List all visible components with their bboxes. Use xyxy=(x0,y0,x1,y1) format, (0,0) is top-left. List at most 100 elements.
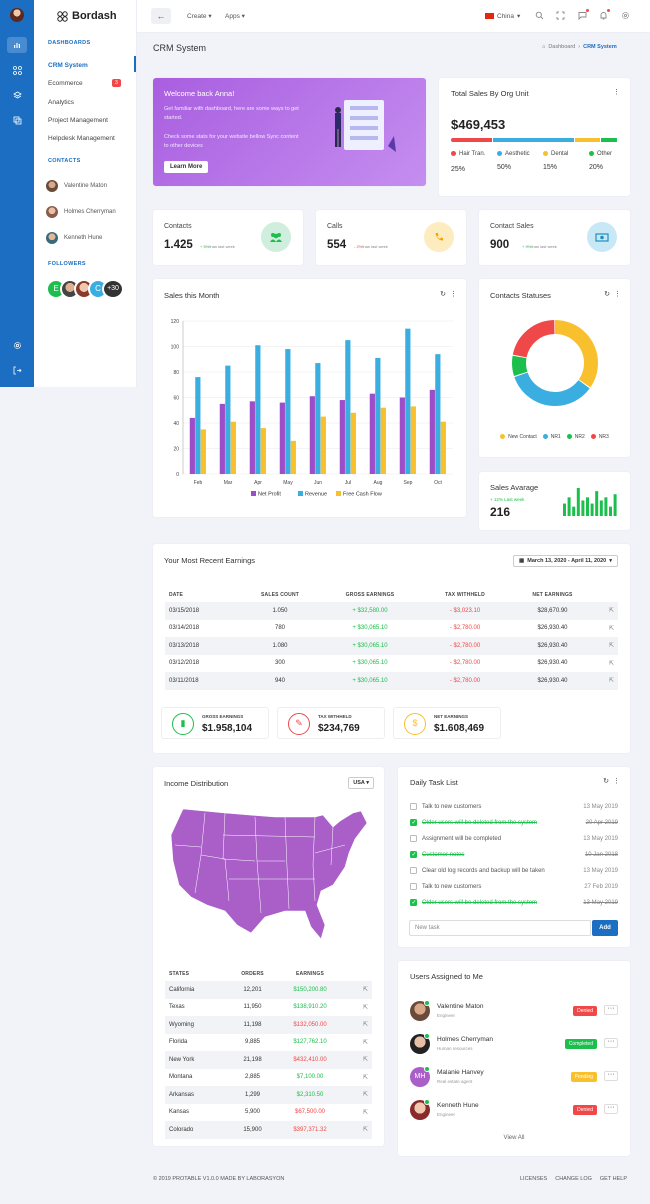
layers-icon[interactable] xyxy=(7,87,27,103)
external-link-icon[interactable]: ⇱ xyxy=(608,660,614,667)
sidebar-item-analytics[interactable]: Analytics xyxy=(48,99,75,106)
task-item[interactable]: Assignment will be completed 13 May 2019 xyxy=(410,831,618,847)
country-select[interactable]: China ▾ xyxy=(485,12,520,20)
external-link-icon[interactable]: ⇱ xyxy=(362,1092,368,1099)
external-link-icon[interactable]: ⇱ xyxy=(362,1039,368,1046)
refresh-icon[interactable]: ↻ xyxy=(604,291,610,298)
table-row[interactable]: 03/12/2018 300 + $30,065.10 - $2,780.00 $26,… xyxy=(165,655,618,673)
changelog-link[interactable]: CHANGE LOG xyxy=(555,1176,592,1182)
breadcrumb-home[interactable]: Dashboard xyxy=(548,44,576,50)
search-icon[interactable] xyxy=(535,11,544,22)
table-row[interactable]: Texas 11,950 $138,910.20 ⇱ xyxy=(165,999,372,1017)
more-icon[interactable]: ⋮ xyxy=(613,778,620,785)
followers-group[interactable]: E C +30 xyxy=(46,279,146,301)
table-row[interactable]: Wyoming 11,198 $132,050.00 ⇱ xyxy=(165,1016,372,1034)
table-row[interactable]: Colorado 15,900 $397,371.32 ⇱ xyxy=(165,1121,372,1139)
licenses-link[interactable]: LICENSES xyxy=(520,1176,548,1182)
more-icon[interactable]: ⋮ xyxy=(450,291,457,298)
contact-item[interactable]: Holmes Cherryman xyxy=(46,206,116,218)
external-link-icon[interactable]: ⇱ xyxy=(362,1004,368,1011)
table-row[interactable]: Arkansas 1,299 $2,310.50 ⇱ xyxy=(165,1086,372,1104)
refresh-icon[interactable]: ↻ xyxy=(440,291,446,298)
task-item[interactable]: Clear old log records and backup will be… xyxy=(410,863,618,879)
brand-logo[interactable]: Bordash xyxy=(57,10,117,22)
table-row[interactable]: Kansas 5,900 $67,500.00 ⇱ xyxy=(165,1104,372,1122)
task-item[interactable]: Talk to new customers 13 May 2019 xyxy=(410,799,618,815)
table-row[interactable]: Florida 9,885 $127,762.10 ⇱ xyxy=(165,1034,372,1052)
create-menu[interactable]: Create ▾ xyxy=(187,13,212,20)
task-checkbox[interactable] xyxy=(410,835,417,843)
sidebar-item-project[interactable]: Project Management xyxy=(48,117,108,124)
external-link-icon[interactable]: ⇱ xyxy=(608,625,614,632)
more-options-button[interactable]: ··· xyxy=(604,1038,618,1048)
sidebar-item-helpdesk[interactable]: Helpdesk Management xyxy=(48,135,115,142)
table-row[interactable]: 03/13/2018 1.080 + $30,065.10- $2,780.00 $2… xyxy=(165,637,618,655)
table-row[interactable]: California 12,201 $150,200.80 ⇱ xyxy=(165,981,372,999)
gear-icon[interactable] xyxy=(621,11,630,22)
external-link-icon[interactable]: ⇱ xyxy=(362,1022,368,1029)
more-options-button[interactable]: ··· xyxy=(604,1005,618,1015)
external-link-icon[interactable]: ⇱ xyxy=(362,1057,368,1064)
add-task-button[interactable]: Add xyxy=(592,920,618,936)
sidebar-item-ecommerce[interactable]: Ecommerce xyxy=(48,80,83,87)
bar-net-profit xyxy=(219,403,225,474)
settings-icon[interactable] xyxy=(7,337,27,353)
task-checkbox[interactable] xyxy=(410,883,417,891)
new-task-input[interactable]: New task xyxy=(409,920,591,936)
apps-menu[interactable]: Apps ▾ xyxy=(225,13,245,20)
task-checkbox[interactable] xyxy=(410,899,417,907)
more-icon[interactable]: ⋮ xyxy=(613,89,620,96)
get-help-link[interactable]: GET HELP xyxy=(599,1176,628,1182)
apps-icon[interactable] xyxy=(7,62,27,78)
country-select[interactable]: USA ▾ xyxy=(348,777,374,789)
external-link-icon[interactable]: ⇱ xyxy=(362,987,368,994)
more-icon[interactable]: ⋮ xyxy=(614,291,621,298)
stat-delta: - 2% xyxy=(354,244,363,249)
external-link-icon[interactable]: ⇱ xyxy=(362,1127,368,1134)
external-link-icon[interactable]: ⇱ xyxy=(608,643,614,650)
logout-icon[interactable] xyxy=(7,362,27,378)
table-row[interactable]: 03/15/2018 1.050 + $32,580.00- $3,023.10 $2… xyxy=(165,602,618,620)
chat-icon[interactable] xyxy=(578,9,589,22)
task-checkbox[interactable] xyxy=(410,867,417,875)
external-link-icon[interactable]: ⇱ xyxy=(608,608,614,615)
dashboard-icon[interactable] xyxy=(7,37,27,53)
task-item[interactable]: Older users will be deleted from the sys… xyxy=(410,815,618,831)
contacts-stat-card: Contacts 1.425 + 5%than last week xyxy=(153,210,303,265)
view-all-link[interactable]: View All xyxy=(503,1135,525,1141)
user-row[interactable]: Valentine Maton Engineer Denied ··· xyxy=(410,999,618,1023)
date-range-picker[interactable]: ▦ March 13, 2020 - April 11, 2020 ▾ xyxy=(513,555,618,567)
copy-icon[interactable] xyxy=(7,112,27,128)
table-row[interactable]: 03/14/2018 780 + $30,065.10 - $2,780.00 $26,… xyxy=(165,620,618,638)
refresh-icon[interactable]: ↻ xyxy=(603,778,609,785)
external-link-icon[interactable]: ⇱ xyxy=(362,1074,368,1081)
task-checkbox[interactable] xyxy=(410,851,417,859)
contact-item[interactable]: Kenneth Hune xyxy=(46,232,102,244)
welcome-text: Get familiar with dashboard, here are so… xyxy=(164,106,299,121)
task-item[interactable]: Talk to new customers 27 Feb 2019 xyxy=(410,879,618,895)
contact-item[interactable]: Valentine Maton xyxy=(46,180,107,192)
sales-legend-item: Dental 15% xyxy=(543,151,569,172)
fullscreen-icon[interactable] xyxy=(556,11,565,22)
back-button[interactable]: ← xyxy=(151,8,171,24)
user-row[interactable]: MH Malanie Hanvey Real estate agent Pending… xyxy=(410,1065,618,1089)
more-options-button[interactable]: ··· xyxy=(604,1104,618,1114)
followers-heading: FOLLOWERS xyxy=(48,261,86,267)
user-row[interactable]: Holmes Cherryman Human resources Completed… xyxy=(410,1032,618,1056)
user-row[interactable]: Kenneth Hune Engineer Denied ··· xyxy=(410,1098,618,1122)
more-options-button[interactable]: ··· xyxy=(604,1071,618,1081)
sidebar-item-crm[interactable]: CRM System xyxy=(48,62,88,69)
task-item[interactable]: Older users will be deleted from the sys… xyxy=(410,895,618,911)
external-link-icon[interactable]: ⇱ xyxy=(608,678,614,685)
task-checkbox[interactable] xyxy=(410,803,417,811)
user-avatar[interactable] xyxy=(10,8,24,22)
task-checkbox[interactable] xyxy=(410,819,417,827)
bar-revenue xyxy=(435,354,441,474)
learn-more-button[interactable]: Learn More xyxy=(164,161,209,173)
bell-icon[interactable] xyxy=(599,9,610,22)
external-link-icon[interactable]: ⇱ xyxy=(362,1109,368,1116)
table-row[interactable]: 03/11/2018 940 + $30,065.10- $2,780.00 $26,… xyxy=(165,672,618,690)
table-row[interactable]: Montana 2,885 $7,100.00 ⇱ xyxy=(165,1069,372,1087)
table-row[interactable]: New York 21,198 $432,410.00 ⇱ xyxy=(165,1051,372,1069)
